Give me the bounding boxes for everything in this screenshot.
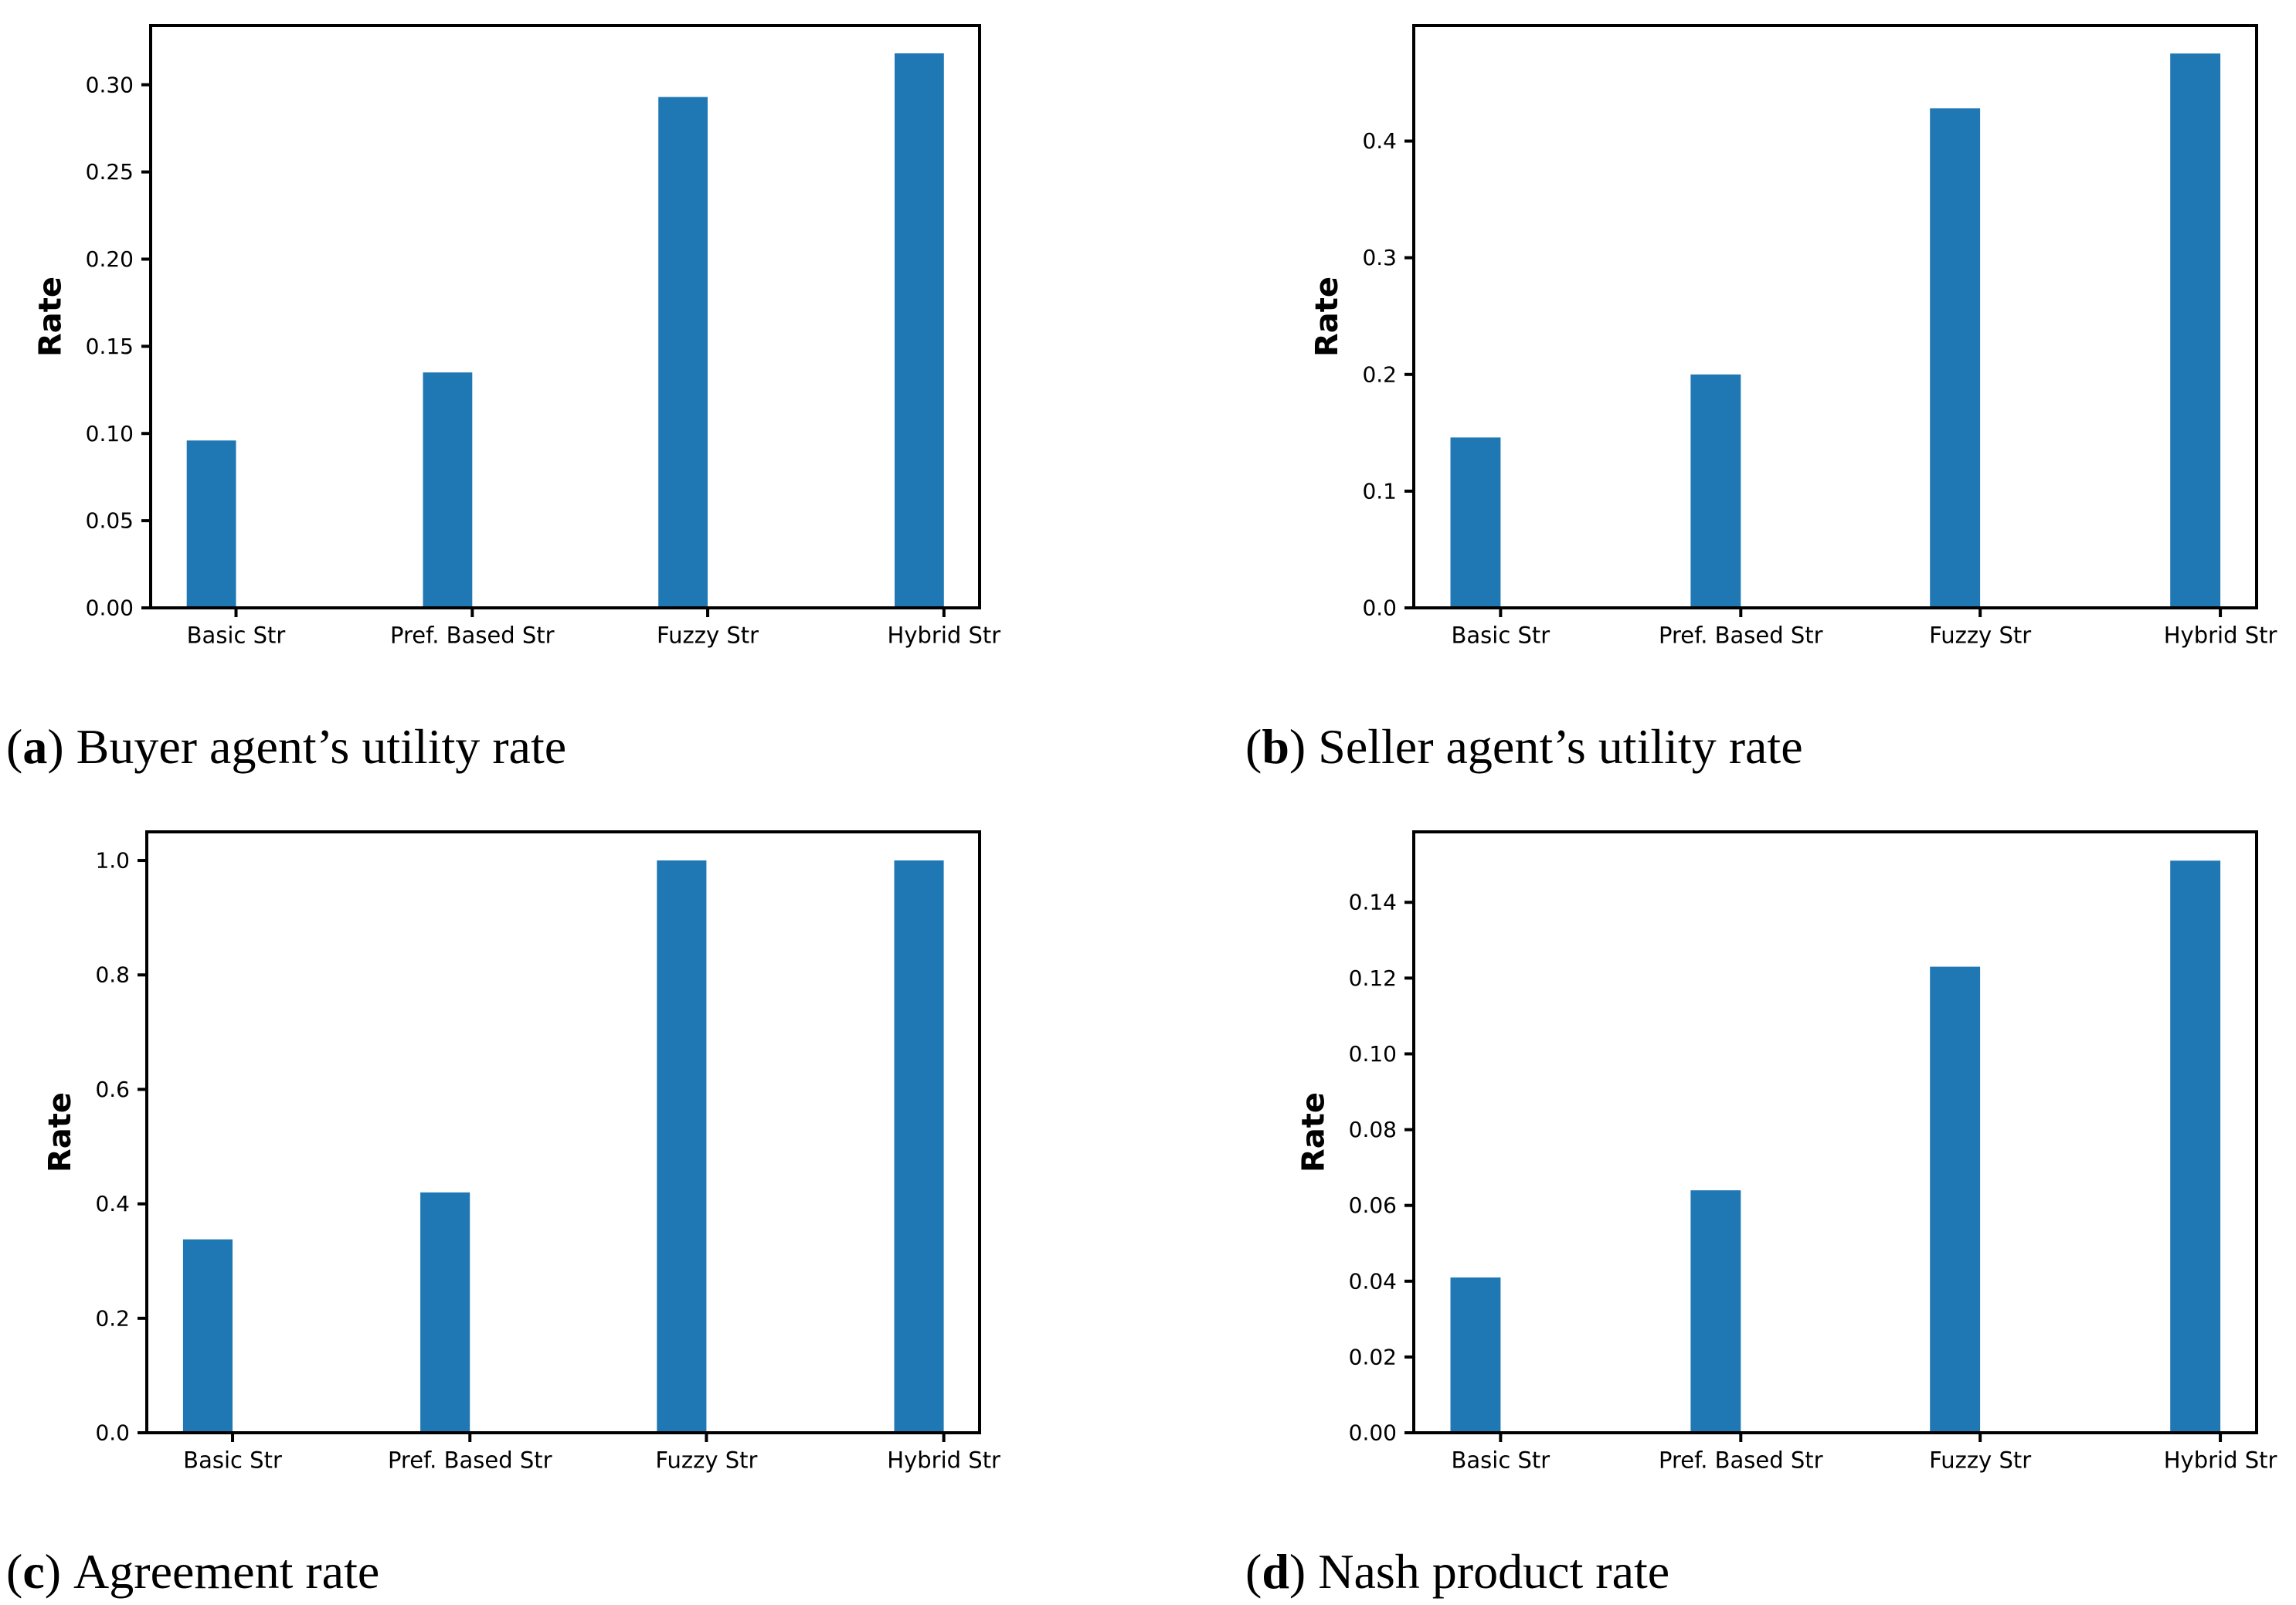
y-axis-label: Rate: [1296, 1092, 1332, 1172]
x-tick-label: Fuzzy Str: [655, 1447, 757, 1474]
x-tick-label: Basic Str: [1452, 1447, 1550, 1474]
x-tick-label: Basic Str: [183, 1447, 282, 1474]
bar-fuzzy-str: [1930, 966, 1981, 1433]
bar-fuzzy-str: [658, 97, 708, 609]
bar-fuzzy-str: [657, 860, 707, 1433]
bar-basic-str: [1450, 437, 1501, 608]
caption-paren-close: ): [1289, 1544, 1306, 1599]
caption-text: Buyer agent’s utility rate: [76, 719, 567, 774]
bar-hybrid-str: [2170, 860, 2221, 1433]
bar-fuzzy-str: [1930, 108, 1981, 609]
bar-pref-based-str: [420, 1192, 470, 1433]
x-tick-label: Pref. Based Str: [390, 623, 555, 649]
bar-hybrid-str: [895, 53, 944, 609]
y-tick-label: 0.05: [86, 508, 134, 534]
y-tick-label: 0.25: [86, 159, 134, 185]
y-tick-label: 0.14: [1349, 890, 1397, 915]
x-tick-label: Hybrid Str: [2164, 1447, 2277, 1474]
bar-basic-str: [1450, 1277, 1501, 1433]
y-tick-label: 0.8: [95, 962, 130, 988]
x-tick-label: Hybrid Str: [2164, 623, 2277, 649]
y-tick-label: 1.0: [95, 848, 130, 874]
bar-pref-based-str: [423, 372, 473, 608]
caption-text: Nash product rate: [1318, 1544, 1670, 1599]
y-tick-label: 0.04: [1349, 1268, 1397, 1294]
bar-pref-based-str: [1690, 374, 1741, 608]
y-axis-label: Rate: [42, 1092, 78, 1172]
y-tick-label: 0.30: [86, 72, 134, 97]
x-tick-label: Basic Str: [187, 623, 286, 649]
y-tick-label: 0.00: [86, 596, 134, 621]
y-tick-label: 0.1: [1362, 478, 1397, 504]
axes-spines: [1412, 24, 2258, 609]
x-tick-label: Pref. Based Str: [1659, 623, 1823, 649]
caption-paren-open: (: [6, 719, 23, 774]
bar-chart-agreement-rate: 0.0 0.2 0.4 0.6 0.8 1.0 Basic Str Pref. Based S…: [42, 830, 1000, 1474]
caption-letter: b: [1262, 719, 1289, 774]
caption-paren-close: ): [47, 719, 64, 774]
caption-d: (d) Nash product rate: [1245, 1542, 1669, 1602]
caption-text: Seller agent’s utility rate: [1318, 719, 1803, 774]
y-tick-label: 0.0: [1362, 596, 1397, 621]
caption-paren-open: (: [1245, 719, 1262, 774]
caption-a: (a) Buyer agent’s utility rate: [6, 717, 566, 777]
axes-spines: [149, 24, 981, 609]
caption-text: Agreement rate: [73, 1544, 380, 1599]
y-tick-label: 0.10: [1349, 1041, 1397, 1067]
bar-basic-str: [186, 440, 236, 608]
y-tick-label: 0.02: [1349, 1344, 1397, 1369]
bar-hybrid-str: [2170, 53, 2221, 609]
caption-paren-open: (: [1245, 1544, 1262, 1599]
x-tick-label: Pref. Based Str: [388, 1447, 552, 1474]
bar-chart-buyer-utility-rate: 0.00 0.05 0.10 0.15 0.20 0.25 0.30 Basic Str Pre…: [33, 24, 1000, 649]
bar-basic-str: [182, 1239, 233, 1433]
caption-letter: d: [1262, 1544, 1289, 1599]
axes-spines: [145, 830, 981, 1434]
y-tick-label: 0.4: [95, 1191, 130, 1216]
y-tick-label: 0.4: [1362, 128, 1397, 154]
caption-b: (b) Seller agent’s utility rate: [1245, 717, 1803, 777]
y-tick-label: 0.6: [95, 1077, 130, 1102]
x-tick-label: Fuzzy Str: [1929, 623, 2031, 649]
y-tick-label: 0.12: [1349, 965, 1397, 991]
bar-hybrid-str: [894, 860, 944, 1433]
caption-letter: a: [22, 719, 48, 774]
x-tick-label: Pref. Based Str: [1659, 1447, 1823, 1474]
caption-paren-close: ): [44, 1544, 62, 1599]
caption-letter: c: [22, 1544, 45, 1599]
x-tick-label: Fuzzy Str: [1929, 1447, 2031, 1474]
y-tick-label: 0.20: [86, 246, 134, 272]
caption-c: (c) Agreement rate: [6, 1542, 379, 1602]
y-tick-label: 0.0: [95, 1420, 130, 1446]
caption-paren-close: ): [1289, 719, 1306, 774]
y-tick-label: 0.2: [95, 1305, 130, 1331]
bar-pref-based-str: [1690, 1190, 1741, 1433]
y-tick-label: 0.08: [1349, 1117, 1397, 1142]
y-axis-label: Rate: [1309, 277, 1345, 357]
y-tick-label: 0.06: [1349, 1193, 1397, 1218]
caption-paren-open: (: [6, 1544, 23, 1599]
bar-chart-nash-product-rate: 0.00 0.02 0.04 0.06 0.08 0.10 0.12 0.14 Basic St…: [1296, 830, 2277, 1474]
x-tick-label: Hybrid Str: [887, 1447, 1000, 1474]
y-axis-label: Rate: [33, 277, 69, 357]
y-tick-label: 0.2: [1362, 361, 1397, 387]
y-tick-label: 0.3: [1362, 245, 1397, 270]
y-tick-label: 0.15: [86, 334, 134, 359]
axes-spines: [1412, 830, 2258, 1434]
x-tick-label: Hybrid Str: [888, 623, 1001, 649]
y-tick-label: 0.10: [86, 421, 134, 446]
bar-chart-seller-utility-rate: 0.0 0.1 0.2 0.3 0.4 Basic Str Pref. Based Str F…: [1309, 24, 2277, 649]
x-tick-label: Fuzzy Str: [657, 623, 759, 649]
y-tick-label: 0.00: [1349, 1420, 1397, 1446]
x-tick-label: Basic Str: [1452, 623, 1550, 649]
